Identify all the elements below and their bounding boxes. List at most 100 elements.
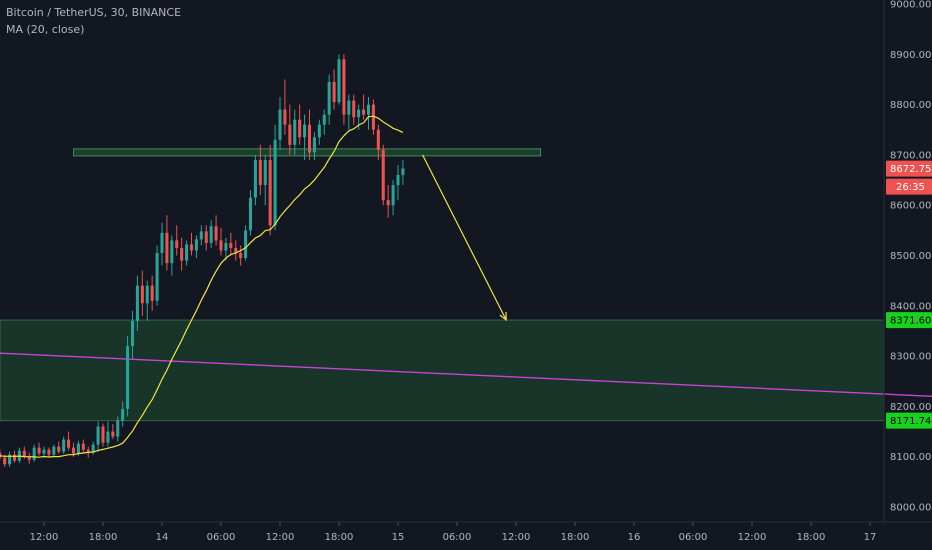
candle bbox=[37, 442, 41, 456]
candle-body bbox=[332, 81, 336, 103]
time-tick-label: 12:00 bbox=[266, 532, 295, 543]
candle bbox=[332, 69, 336, 110]
time-tick-label: 06:00 bbox=[679, 532, 708, 543]
candle bbox=[337, 54, 341, 105]
candle-body bbox=[185, 244, 189, 261]
candle bbox=[278, 97, 282, 150]
time-tick-label: 18:00 bbox=[797, 532, 826, 543]
candle bbox=[165, 215, 169, 271]
candle-body bbox=[327, 81, 331, 115]
candle-body bbox=[140, 285, 144, 304]
candle-body bbox=[96, 426, 100, 445]
candle bbox=[199, 225, 203, 246]
candle bbox=[366, 97, 371, 130]
candle bbox=[47, 447, 51, 457]
candle bbox=[263, 154, 267, 206]
price-tick-label: 8300.00 bbox=[890, 352, 931, 363]
candle-body bbox=[47, 449, 51, 455]
time-tick-label: 12:00 bbox=[30, 532, 59, 543]
candle-body bbox=[86, 449, 90, 453]
zone-bottom-price-tag-bg bbox=[886, 412, 932, 429]
candle-body bbox=[111, 431, 115, 437]
candle-body bbox=[27, 456, 31, 460]
candle bbox=[381, 144, 385, 206]
candle bbox=[101, 423, 105, 447]
candle-body bbox=[155, 252, 159, 301]
price-tick-label: 8100.00 bbox=[890, 452, 931, 463]
candle bbox=[67, 431, 71, 451]
candle bbox=[189, 232, 194, 256]
projection-arrow bbox=[422, 154, 507, 321]
candle-body bbox=[352, 100, 356, 118]
candle-body bbox=[278, 109, 282, 140]
candle bbox=[42, 446, 46, 458]
candle-body bbox=[37, 447, 41, 454]
candle bbox=[391, 180, 395, 216]
time-tick-label: 18:00 bbox=[325, 532, 354, 543]
candle-body bbox=[303, 124, 307, 138]
price-tick-label: 8800.00 bbox=[890, 100, 931, 111]
chart-legend: Bitcoin / TetherUS, 30, BINANCE MA (20, … bbox=[6, 4, 181, 38]
time-tick-label: 17 bbox=[864, 532, 877, 543]
candle-body bbox=[209, 226, 213, 243]
candle-body bbox=[312, 137, 316, 153]
candle-body bbox=[42, 449, 46, 454]
candle bbox=[229, 232, 233, 256]
zone-bottom-price-tag: 8171.74 bbox=[890, 416, 931, 427]
candle-body bbox=[32, 447, 36, 460]
candle-body bbox=[381, 149, 385, 201]
candle-body bbox=[298, 119, 302, 138]
candle bbox=[155, 245, 159, 306]
candle bbox=[57, 441, 61, 454]
candle bbox=[268, 144, 272, 236]
candle-body bbox=[396, 175, 400, 186]
time-tick-label: 18:00 bbox=[561, 532, 590, 543]
candle bbox=[209, 220, 213, 248]
candle bbox=[214, 215, 218, 246]
price-tick-label: 8200.00 bbox=[890, 402, 931, 413]
candle bbox=[8, 451, 12, 467]
zone-top-price-tag-bg bbox=[886, 312, 932, 329]
candle-body bbox=[371, 104, 375, 130]
candle-body bbox=[376, 129, 380, 150]
candle-body bbox=[229, 242, 233, 248]
moving-average-line bbox=[0, 115, 404, 458]
symbol-title[interactable]: Bitcoin / TetherUS, 30, BINANCE bbox=[6, 6, 182, 19]
candle bbox=[253, 154, 257, 206]
price-tick-label: 8500.00 bbox=[890, 251, 931, 262]
candle bbox=[234, 240, 238, 261]
candle bbox=[121, 401, 125, 427]
candle bbox=[317, 119, 321, 145]
candle bbox=[126, 335, 130, 417]
candle-body bbox=[293, 119, 297, 145]
candle-body bbox=[307, 124, 312, 153]
candle-body bbox=[234, 247, 238, 253]
time-tick-label: 12:00 bbox=[738, 532, 767, 543]
candle bbox=[248, 190, 253, 236]
candle-body bbox=[8, 454, 12, 465]
candle bbox=[322, 109, 326, 135]
candle-body bbox=[180, 247, 184, 261]
candle-body bbox=[57, 446, 61, 452]
candle-body bbox=[386, 200, 390, 206]
time-tick-label: 12:00 bbox=[502, 532, 531, 543]
candle-body bbox=[347, 100, 351, 115]
countdown-tag-bg bbox=[886, 178, 932, 195]
countdown-tag: 26:35 bbox=[896, 182, 925, 193]
candle bbox=[258, 144, 262, 196]
candle-body bbox=[160, 232, 164, 253]
time-tick-label: 14 bbox=[156, 532, 169, 543]
candle-body bbox=[362, 109, 366, 115]
plot-area bbox=[0, 0, 884, 522]
candle-body bbox=[219, 240, 223, 251]
candle bbox=[396, 164, 400, 201]
candle bbox=[273, 124, 277, 231]
candle bbox=[194, 235, 198, 259]
candle bbox=[307, 109, 312, 160]
candle-body bbox=[194, 239, 198, 251]
candle bbox=[150, 275, 154, 311]
last-price-tag-bg bbox=[886, 160, 932, 177]
time-tick-label: 06:00 bbox=[443, 532, 472, 543]
ma-indicator-label[interactable]: MA (20, close) bbox=[6, 23, 85, 36]
